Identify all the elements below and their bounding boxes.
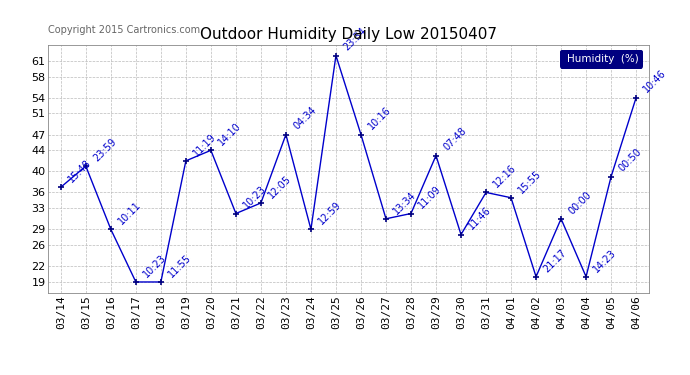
Text: 14:10: 14:10	[217, 121, 243, 147]
Title: Outdoor Humidity Daily Low 20150407: Outdoor Humidity Daily Low 20150407	[200, 27, 497, 42]
Legend: Humidity  (%): Humidity (%)	[560, 50, 643, 69]
Text: 12:59: 12:59	[317, 200, 344, 226]
Text: 23:34: 23:34	[342, 26, 368, 53]
Text: 10:23: 10:23	[141, 252, 168, 279]
Text: 00:00: 00:00	[566, 189, 593, 216]
Text: 11:09: 11:09	[417, 184, 443, 211]
Text: 10:11: 10:11	[117, 200, 143, 226]
Text: 14:23: 14:23	[591, 247, 618, 274]
Text: 10:23: 10:23	[241, 184, 268, 211]
Text: 13:34: 13:34	[391, 189, 418, 216]
Text: 11:19: 11:19	[191, 131, 218, 158]
Text: 21:17: 21:17	[542, 247, 569, 274]
Text: Copyright 2015 Cartronics.com: Copyright 2015 Cartronics.com	[48, 25, 200, 35]
Text: 10:16: 10:16	[366, 105, 393, 132]
Text: 10:46: 10:46	[642, 68, 669, 95]
Text: 23:59: 23:59	[91, 136, 118, 164]
Text: 11:46: 11:46	[466, 205, 493, 232]
Text: 12:16: 12:16	[491, 163, 518, 190]
Text: 15:48: 15:48	[66, 158, 93, 184]
Text: 15:55: 15:55	[517, 168, 544, 195]
Text: 04:34: 04:34	[291, 105, 318, 132]
Text: 00:50: 00:50	[617, 147, 643, 174]
Text: 12:05: 12:05	[266, 173, 293, 200]
Text: 07:48: 07:48	[442, 126, 469, 153]
Text: 11:55: 11:55	[166, 252, 193, 279]
